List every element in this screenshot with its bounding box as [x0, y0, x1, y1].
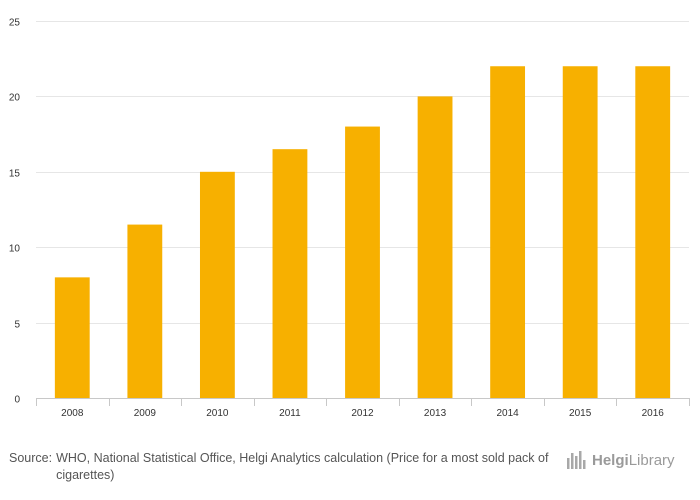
bar-2008[interactable]	[54, 277, 90, 398]
bar-2015[interactable]	[562, 66, 598, 399]
y-tick-label: 0	[14, 395, 20, 406]
bar-2013[interactable]	[417, 96, 453, 399]
helgi-logo-icon	[567, 451, 586, 469]
brand-name-part1: Helgi	[592, 451, 629, 469]
y-tick-label: 20	[9, 93, 21, 104]
bar-2012[interactable]	[345, 126, 380, 398]
x-tick-label: 2010	[206, 408, 229, 419]
source-text: WHO, National Statistical Office, Helgi …	[56, 451, 549, 482]
bar-2010[interactable]	[199, 171, 235, 398]
bar-2011[interactable]	[272, 149, 308, 398]
x-tick-label: 2013	[424, 408, 447, 419]
x-tick-label: 2008	[61, 408, 84, 419]
x-tick-label: 2016	[642, 408, 665, 419]
y-tick-label: 15	[9, 169, 21, 180]
bar-2014[interactable]	[490, 66, 526, 399]
source-prefix: Source:	[9, 451, 53, 465]
y-tick-label: 5	[14, 320, 20, 331]
bar-2016[interactable]	[635, 66, 671, 399]
brand-logo: Helgi Library	[566, 449, 675, 471]
x-tick-label: 2014	[496, 408, 519, 419]
x-axis: 2008 2009 2010 2011 2012 2013 2014 2015 2016	[36, 398, 690, 419]
brand-name-part2: Library	[628, 451, 675, 469]
y-tick-label: 25	[9, 18, 21, 29]
x-tick-label: 2009	[134, 408, 157, 419]
x-tick-label: 2015	[569, 408, 592, 419]
bar-2009[interactable]	[127, 224, 163, 398]
y-axis: 0 5 10 15 20 25	[9, 18, 21, 406]
x-tick-label: 2011	[279, 408, 301, 419]
y-tick-label: 10	[9, 244, 21, 255]
x-tick-label: 2012	[351, 408, 374, 419]
source-note: Source: WHO, National Statistical Office…	[9, 450, 549, 484]
bars	[54, 66, 671, 399]
